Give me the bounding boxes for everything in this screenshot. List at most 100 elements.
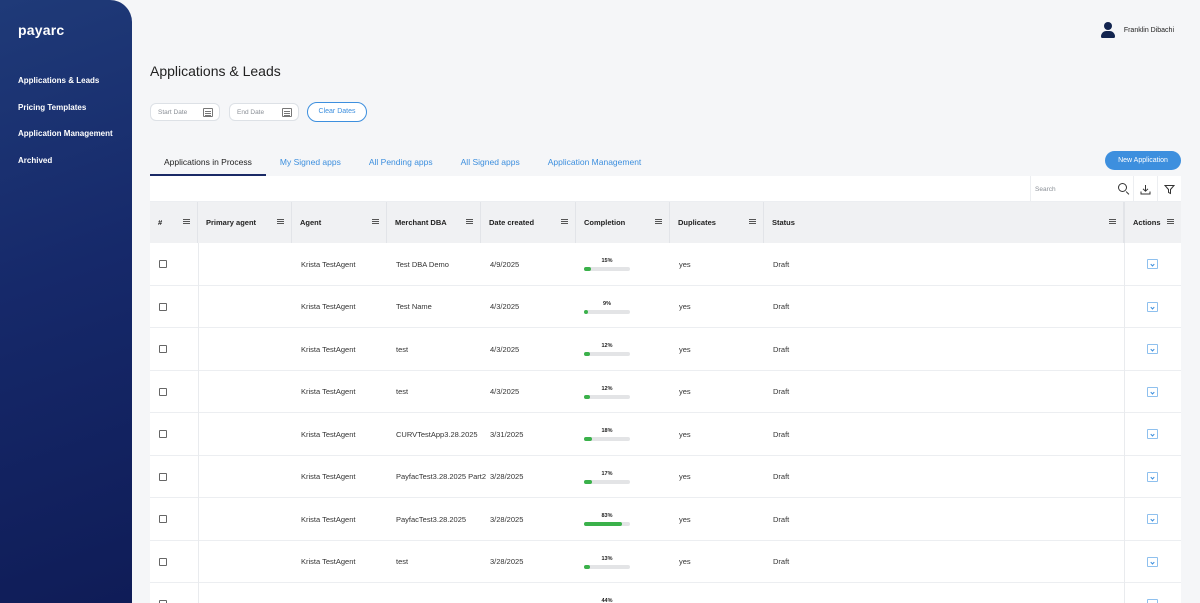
search-icon[interactable] [1118,183,1127,192]
row-actions-dropdown[interactable] [1147,344,1158,354]
date-created-cell: 3/31/2025 [490,429,524,439]
completion-label: 17% [601,470,613,477]
column-header-completion[interactable]: Completion [576,202,670,243]
date-created-cell: 4/3/2025 [490,302,520,311]
column-header-status[interactable]: Status [764,202,1124,243]
column-menu-icon[interactable] [466,219,473,224]
completion-progress: 44% [584,583,644,603]
table-row[interactable]: Krista TestAgent test 4/3/2025 12% yes Draft [150,328,1181,371]
merchant-dba-cell: PayfacTest3.28.2025 [396,514,467,524]
primary-agent-cell [198,286,292,328]
agent-cell: Krista TestAgent [301,302,356,311]
table-row[interactable]: Krista TestAgent Test Name 4/3/2025 9% yes Dr… [150,285,1181,328]
clear-dates-button[interactable]: Clear Dates [307,102,367,122]
tab-applications-in-process[interactable]: Applications in Process [150,150,266,176]
column-menu-icon[interactable] [561,219,568,224]
column-menu-icon[interactable] [1167,219,1174,224]
table-row[interactable]: 44% [150,583,1181,603]
download-button[interactable] [1133,176,1157,202]
sidebar-item-archived[interactable]: Archived [18,155,53,165]
primary-agent-cell [198,583,292,603]
tab-all-pending-apps[interactable]: All Pending apps [368,157,433,167]
column-header-agent[interactable]: Agent [292,202,387,243]
date-created-cell: 4/3/2025 [490,387,520,396]
tab-my-signed-apps[interactable]: My Signed apps [279,157,341,167]
completion-progress: 18% [584,413,644,455]
search-input[interactable] [1035,182,1115,196]
table-row[interactable]: Krista TestAgent PayfacTest3.28.2025 Part… [150,455,1181,498]
payarc-logo[interactable]: payarc [18,22,65,38]
start-date-field[interactable]: Start Date [150,103,220,121]
merchant-dba-cell: PayfacTest3.28.2025 Part2 [396,472,487,481]
agent-cell: Krista TestAgent [301,387,356,396]
progress-fill [584,437,593,441]
row-actions-dropdown[interactable] [1147,556,1158,567]
start-date-placeholder: Start Date [158,109,188,116]
row-actions-dropdown[interactable] [1147,514,1158,524]
column-menu-icon[interactable] [372,219,379,224]
column-header-merchant-dba[interactable]: Merchant DBA [387,202,481,243]
calendar-icon[interactable] [282,108,292,117]
tab-all-signed-apps[interactable]: All Signed apps [460,157,520,167]
row-checkbox[interactable] [159,345,167,353]
column-header-duplicates[interactable]: Duplicates [670,202,764,243]
row-checkbox[interactable] [159,387,167,396]
progress-bar [584,394,630,399]
filter-icon [1164,184,1175,194]
row-checkbox[interactable] [159,302,167,311]
tab-bar: Applications in Process My Signed apps A… [150,150,655,176]
row-actions-dropdown[interactable] [1147,429,1158,439]
sidebar-item-application-management[interactable]: Application Management [18,129,113,138]
column-header-number[interactable]: # [150,202,198,243]
agent-cell: Krista TestAgent [301,259,356,269]
table-row[interactable]: Krista TestAgent CURVTestApp3.28.2025 3/31… [150,413,1181,456]
column-header-actions[interactable]: Actions [1124,202,1181,243]
user-name[interactable]: Franklin Dibachi [1123,26,1174,34]
user-menu[interactable]: Franklin Dibachi [1100,22,1174,38]
filter-button[interactable] [1157,176,1181,202]
column-header-date-created[interactable]: Date created [481,202,576,243]
status-cell: Draft [773,429,790,439]
progress-fill [584,564,590,569]
column-menu-icon[interactable] [1109,219,1116,224]
row-actions-dropdown[interactable] [1147,259,1158,269]
user-icon[interactable] [1100,22,1116,38]
row-checkbox[interactable] [159,472,167,481]
row-checkbox[interactable] [159,260,167,268]
row-checkbox[interactable] [159,600,167,603]
column-header-primary-agent[interactable]: Primary agent [198,202,292,243]
new-application-button[interactable]: New Application [1105,151,1181,170]
completion-label: 9% [603,300,611,307]
end-date-field[interactable]: End Date [229,103,299,121]
row-actions-dropdown[interactable] [1147,301,1158,312]
table-row[interactable]: Krista TestAgent test 3/28/2025 13% yes Draft [150,540,1181,583]
primary-agent-cell [198,456,292,498]
merchant-dba-cell: test [396,557,409,566]
row-actions-dropdown[interactable] [1147,471,1158,482]
completion-label: 12% [601,343,613,349]
tab-application-management[interactable]: Application Management [547,157,642,167]
completion-progress: 15% [584,243,644,285]
column-menu-icon[interactable] [277,219,284,224]
sidebar-item-pricing-templates[interactable]: Pricing Templates [18,102,87,112]
column-menu-icon[interactable] [655,219,662,224]
primary-agent-cell [198,328,292,370]
sidebar-item-applications-leads[interactable]: Applications & Leads [18,76,100,85]
status-cell: Draft [773,472,790,481]
row-checkbox[interactable] [159,515,167,523]
row-actions-dropdown[interactable] [1147,386,1158,397]
progress-bar [584,267,630,271]
column-menu-icon[interactable] [183,219,190,224]
agent-cell: Krista TestAgent [301,472,356,481]
table-row[interactable]: Krista TestAgent test 4/3/2025 12% yes Draft [150,370,1181,413]
column-menu-icon[interactable] [749,219,756,224]
table-row[interactable]: Krista TestAgent Test DBA Demo 4/9/2025 15%… [150,243,1181,286]
row-actions-dropdown[interactable] [1147,599,1158,603]
calendar-icon[interactable] [203,108,213,117]
table-toolbar [150,176,1181,202]
table-row[interactable]: Krista TestAgent PayfacTest3.28.2025 3/28/… [150,498,1181,541]
duplicates-cell: yes [679,557,691,566]
row-checkbox[interactable] [159,430,167,438]
date-created-cell: 4/3/2025 [490,344,520,354]
row-checkbox[interactable] [159,557,167,566]
